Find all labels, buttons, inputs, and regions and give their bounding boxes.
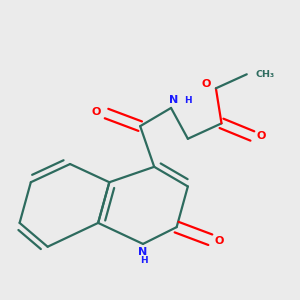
Text: CH₃: CH₃ [255, 70, 274, 79]
Text: H: H [184, 96, 192, 105]
Text: O: O [201, 79, 211, 89]
Text: O: O [214, 236, 224, 246]
Text: N: N [138, 248, 148, 257]
Text: N: N [169, 94, 178, 104]
Text: H: H [141, 256, 148, 265]
Text: O: O [256, 131, 266, 141]
Text: O: O [91, 107, 101, 117]
